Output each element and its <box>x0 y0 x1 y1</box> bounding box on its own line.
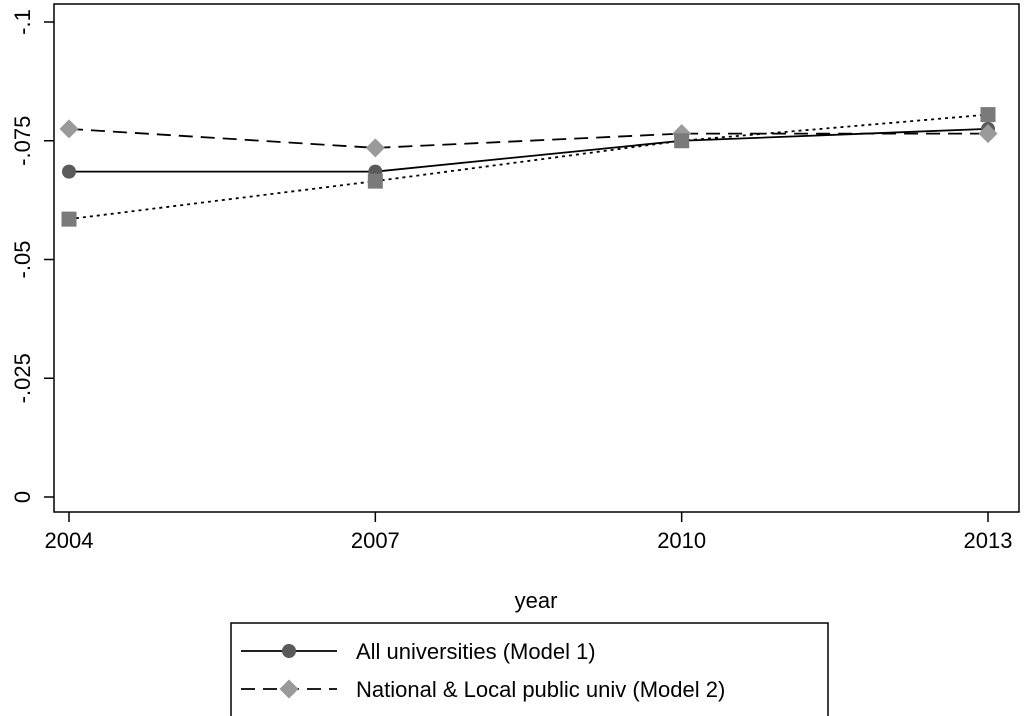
y-tick-label: -.1 <box>10 9 35 35</box>
y-tick-label: -.075 <box>10 116 35 166</box>
legend-box <box>230 622 829 716</box>
legend-entry: Private universities (Model 3) <box>356 714 640 716</box>
series-3 <box>61 107 996 227</box>
legend-entry: All universities (Model 1) <box>241 639 596 664</box>
x-tick-label: 2004 <box>45 528 94 553</box>
series-line <box>69 127 989 173</box>
data-point <box>62 164 76 179</box>
y-tick-label: 0 <box>10 491 35 503</box>
data-point <box>980 107 996 123</box>
x-axis-title: year <box>515 588 558 613</box>
data-point <box>367 173 383 189</box>
x-tick-label: 2013 <box>964 528 1013 553</box>
legend: All universities (Model 1) National & Loc… <box>230 622 829 716</box>
data-point <box>61 211 77 227</box>
legend-marker <box>282 644 296 658</box>
x-axis: 2004 2007 2010 2013 <box>45 512 1013 553</box>
y-axis: 0 -.025 -.05 -.075 -.1 <box>10 9 54 503</box>
y-tick-label: -.025 <box>10 353 35 403</box>
series-line <box>68 127 988 149</box>
data-point <box>978 124 998 144</box>
data-point <box>59 119 79 139</box>
data-point <box>365 138 385 158</box>
data-point <box>674 133 690 149</box>
legend-label: Private universities (Model 3) <box>356 714 640 716</box>
legend-label: National & Local public univ (Model 2) <box>356 677 725 702</box>
series-layer <box>59 107 998 227</box>
series-line <box>68 113 989 221</box>
y-tick-label: -.05 <box>10 241 35 279</box>
x-tick-label: 2007 <box>351 528 400 553</box>
plot-frame <box>53 3 1020 513</box>
legend-marker <box>279 679 299 699</box>
x-tick-label: 2010 <box>657 528 706 553</box>
legend-entry: National & Local public univ (Model 2) <box>241 677 725 702</box>
legend-label: All universities (Model 1) <box>356 639 596 664</box>
series-1 <box>62 121 995 179</box>
